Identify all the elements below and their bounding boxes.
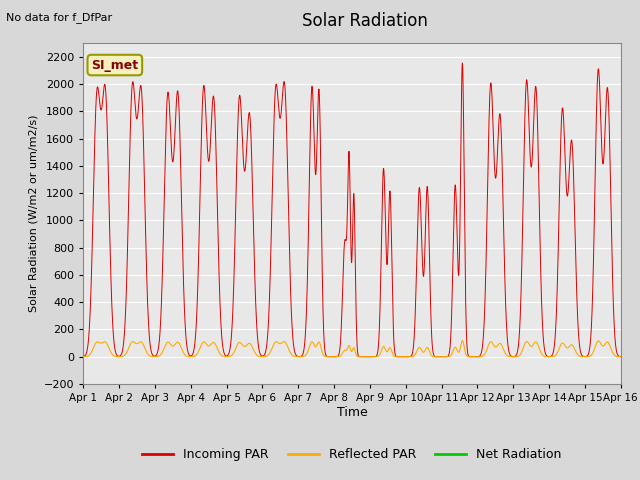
Legend: Incoming PAR, Reflected PAR, Net Radiation: Incoming PAR, Reflected PAR, Net Radiati… <box>137 444 567 467</box>
Text: SI_met: SI_met <box>92 59 138 72</box>
Text: No data for f_DfPar: No data for f_DfPar <box>6 12 113 23</box>
X-axis label: Time: Time <box>337 406 367 419</box>
Y-axis label: Solar Radiation (W/m2 or um/m2/s): Solar Radiation (W/m2 or um/m2/s) <box>28 115 38 312</box>
Text: Solar Radiation: Solar Radiation <box>302 12 428 30</box>
